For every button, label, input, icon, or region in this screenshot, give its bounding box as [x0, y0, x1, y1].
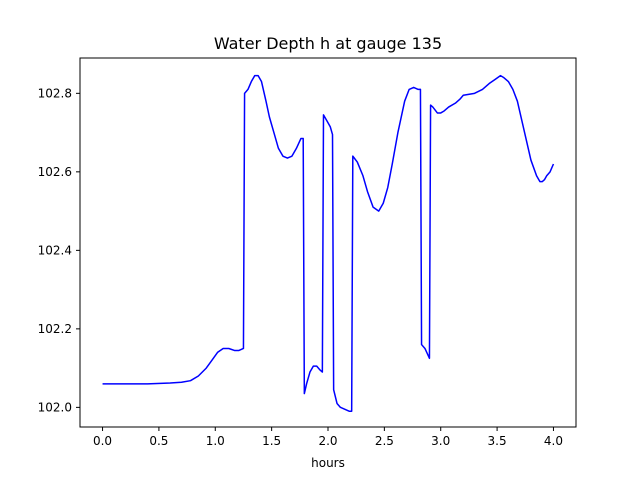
y-tick-label: 102.2: [38, 322, 72, 336]
x-tick-label: 2.0: [318, 434, 337, 448]
y-tick-label: 102.8: [38, 86, 72, 100]
x-tick-label: 4.0: [544, 434, 563, 448]
x-tick-label: 1.0: [206, 434, 225, 448]
y-axis: 102.0 102.2 102.4 102.6 102.8: [38, 86, 80, 414]
x-tick-label: 0.5: [149, 434, 168, 448]
x-tick-label: 1.5: [262, 434, 281, 448]
y-tick-label: 102.6: [38, 165, 72, 179]
y-tick-label: 102.4: [38, 243, 72, 257]
x-tick-label: 3.5: [488, 434, 507, 448]
chart-title: Water Depth h at gauge 135: [214, 34, 442, 53]
x-tick-label: 0.0: [93, 434, 112, 448]
series-line-0: [102, 74, 555, 413]
x-axis-label: hours: [311, 456, 345, 470]
y-tick-label: 102.0: [38, 400, 72, 414]
x-tick-label: 2.5: [375, 434, 394, 448]
x-axis: 0.0 0.5 1.0 1.5 2.0 2.5 3.0 3.5 4.0: [93, 427, 563, 448]
x-tick-label: 3.0: [431, 434, 450, 448]
